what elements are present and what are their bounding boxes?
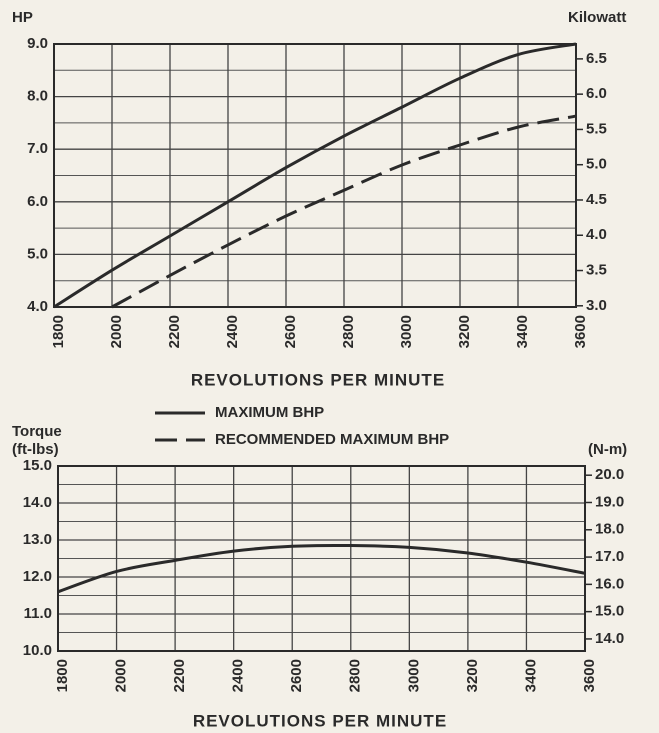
y2-tick-label: 6.0 (586, 85, 607, 102)
y-tick-label: 11.0 (24, 605, 52, 622)
y-tick-label: 4.0 (27, 298, 48, 315)
y2-tick-label: 3.5 (586, 261, 607, 278)
y-axis-label: (ft-lbs) (12, 441, 59, 458)
y-tick-label: 10.0 (23, 642, 52, 659)
x-tick-label: 2400 (224, 315, 241, 348)
legend-label: MAXIMUM BHP (215, 404, 324, 421)
plot-frame (57, 465, 586, 652)
y-axis-label: HP (12, 9, 33, 26)
x-axis-label: REVOLUTIONS PER MINUTE (191, 370, 445, 389)
y-tick-label: 13.0 (23, 531, 52, 548)
x-tick-label: 2800 (347, 659, 364, 692)
x-tick-label: 3600 (572, 315, 589, 348)
x-tick-label: 1800 (50, 315, 67, 348)
y2-tick-label: 6.5 (586, 50, 607, 67)
y2-axis-label: Kilowatt (568, 9, 626, 26)
y-tick-label: 12.0 (23, 568, 52, 585)
y2-tick-label: 17.0 (595, 548, 624, 565)
y-tick-label: 8.0 (27, 88, 48, 105)
legend-label: RECOMMENDED MAXIMUM BHP (215, 431, 449, 448)
y-axis-label: Torque (12, 423, 62, 440)
x-tick-label: 2600 (282, 315, 299, 348)
x-tick-label: 1800 (54, 659, 71, 692)
x-tick-label: 3200 (464, 659, 481, 692)
y2-axis-label: (N-m) (588, 441, 627, 458)
y-tick-label: 14.0 (23, 494, 52, 511)
y2-tick-label: 4.0 (586, 226, 607, 243)
x-tick-label: 2000 (108, 315, 125, 348)
y2-tick-label: 18.0 (595, 521, 624, 538)
y2-tick-label: 19.0 (595, 493, 624, 510)
y2-tick-label: 5.0 (586, 156, 607, 173)
y2-tick-label: 20.0 (595, 466, 624, 483)
y2-tick-label: 16.0 (595, 575, 624, 592)
x-tick-label: 3200 (456, 315, 473, 348)
x-tick-label: 2000 (113, 659, 130, 692)
y2-tick-label: 3.0 (586, 297, 607, 314)
y2-tick-label: 4.5 (586, 191, 607, 208)
x-tick-label: 2200 (171, 659, 188, 692)
x-axis-label: REVOLUTIONS PER MINUTE (193, 711, 447, 730)
x-tick-label: 2600 (288, 659, 305, 692)
y2-tick-label: 5.5 (586, 120, 607, 137)
y-tick-label: 15.0 (23, 457, 52, 474)
y-tick-label: 7.0 (27, 140, 48, 157)
data-line (53, 42, 577, 309)
x-tick-label: 3400 (522, 659, 539, 692)
x-tick-label: 3400 (514, 315, 531, 348)
plot-frame (53, 43, 577, 308)
x-tick-label: 3000 (405, 659, 422, 692)
y-tick-label: 6.0 (27, 193, 48, 210)
data-line (111, 114, 577, 309)
y-tick-label: 9.0 (27, 35, 48, 52)
y-tick-label: 5.0 (27, 245, 48, 262)
x-tick-label: 3000 (398, 315, 415, 348)
x-tick-label: 3600 (581, 659, 598, 692)
x-tick-label: 2400 (230, 659, 247, 692)
y2-tick-label: 15.0 (595, 603, 624, 620)
x-tick-label: 2800 (340, 315, 357, 348)
x-tick-label: 2200 (166, 315, 183, 348)
y2-tick-label: 14.0 (595, 630, 624, 647)
data-line (57, 543, 586, 594)
